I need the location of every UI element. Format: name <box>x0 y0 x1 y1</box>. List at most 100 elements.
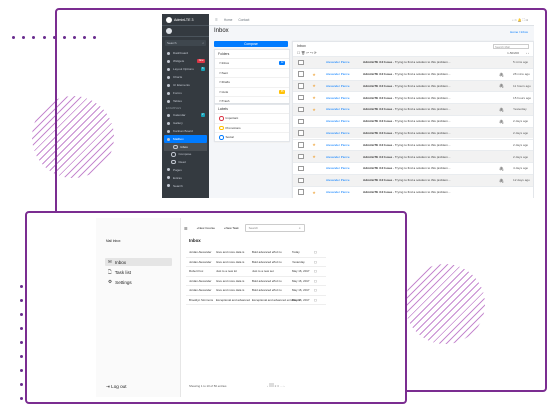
mail-row[interactable]: Alexander Pierce AdminLTE 3.0 Issue - Try… <box>293 126 533 139</box>
sidebar-item-gallery[interactable]: Gallery <box>162 119 209 127</box>
mail-sender[interactable]: Alexander Pierce <box>326 119 350 124</box>
checkbox[interactable] <box>298 153 304 160</box>
star-icon[interactable]: ★ <box>312 154 316 160</box>
sidebar-item-label: Forms <box>173 91 182 95</box>
new-task-button[interactable]: + New Task <box>223 226 239 230</box>
mail-sender[interactable]: Alexander Pierce <box>326 131 350 136</box>
sidebar-item-mailbox[interactable]: Mailbox <box>164 135 207 143</box>
table-row[interactable]: Jordan Alexander Give and more data is Bol… <box>186 258 326 267</box>
folder-inbox[interactable]: ▭ Inbox 12 <box>215 59 289 69</box>
adminlte-brand[interactable]: AdminLTE 3 <box>162 14 209 26</box>
mail-row[interactable]: Alexander Pierce AdminLTE 3.0 Issue - Try… <box>293 56 533 68</box>
mail-row[interactable]: Alexander Pierce AdminLTE 3.0 Issue - Try… <box>293 115 533 127</box>
topnav-home[interactable]: Home <box>223 17 233 22</box>
delete-icon[interactable]: ▢ <box>314 288 317 292</box>
star-icon[interactable]: ★ <box>312 83 316 89</box>
mail-sender[interactable]: Alexander Pierce <box>326 72 350 77</box>
sidebar-item-calendar[interactable]: Calendar 2 <box>162 111 209 119</box>
checkbox[interactable] <box>298 59 304 66</box>
mail-sender[interactable]: Alexander Pierce <box>326 83 350 88</box>
mail-sender[interactable]: Alexander Pierce <box>326 190 350 195</box>
checkbox[interactable] <box>298 189 304 195</box>
checkbox[interactable] <box>298 106 304 113</box>
table-row[interactable]: Jordan Alexander Give and more data is Bol… <box>186 286 326 296</box>
mail-sender[interactable]: Alexander Pierce <box>326 60 350 65</box>
sidebar-item-tables[interactable]: Tables <box>162 97 209 105</box>
mail-row[interactable]: ★ Alexander Pierce AdminLTE 3.0 Issue - Tr… <box>293 103 533 115</box>
checkbox[interactable] <box>298 83 304 89</box>
sidebar-item-widgets[interactable]: Widgets New <box>162 57 209 65</box>
search-mail-input[interactable]: Search Mail <box>493 43 529 49</box>
sidebar-item-ui-elements[interactable]: UI Elements <box>162 81 209 89</box>
folder-drafts[interactable]: ▭ Drafts <box>215 78 289 88</box>
nav-item-task-list[interactable]: 🗋 Task list <box>105 268 172 276</box>
breadcrumb[interactable]: Home / Inbox <box>510 30 528 34</box>
checkbox[interactable] <box>298 71 304 77</box>
mail-row[interactable]: Alexander Pierce AdminLTE 3.0 Issue - Try… <box>293 162 533 174</box>
pagination[interactable]: ‹ 2 3 … › <box>267 383 285 388</box>
sidebar-item-forms[interactable]: Forms <box>162 89 209 97</box>
folder-junk[interactable]: ▭ Junk 65 <box>215 88 289 97</box>
star-icon[interactable]: ★ <box>312 142 316 148</box>
search-input[interactable]: Search ⌕ <box>244 224 305 232</box>
mail-sender[interactable]: Alexander Pierce <box>326 107 350 112</box>
mail-sender[interactable]: Alexander Pierce <box>326 154 350 159</box>
mail-row[interactable]: ★ Alexander Pierce AdminLTE 3.0 Issue - Tr… <box>293 91 533 103</box>
mail-row[interactable]: ★ Alexander Pierce AdminLTE 3.0 Issue - Tr… <box>293 67 533 80</box>
table-row[interactable]: Brooklyn Simmons Exceptional and advanced… <box>186 296 326 305</box>
sidebar-subitem-compose[interactable]: Compose <box>162 151 209 159</box>
pager-arrows[interactable]: ‹ › <box>526 51 529 55</box>
delete-icon[interactable]: ▢ <box>314 250 317 254</box>
sidebar-item-search[interactable]: Search <box>162 182 209 190</box>
checkbox[interactable] <box>298 94 304 101</box>
sidebar-item-layout-options[interactable]: Layout Options 6 <box>162 65 209 73</box>
hamburger-icon[interactable]: ☰ <box>215 17 218 22</box>
nav-item-inbox[interactable]: ✉ Inbox <box>105 258 172 266</box>
sidebar-subitem-inbox[interactable]: Inbox <box>164 143 207 151</box>
sidebar-item-kanban-board[interactable]: Kanban Board <box>162 127 209 135</box>
star-icon[interactable]: ★ <box>312 95 316 101</box>
folder-sent[interactable]: ▭ Sent <box>215 69 289 78</box>
sidebar-item-charts[interactable]: Charts <box>162 73 209 81</box>
checkbox[interactable] <box>298 142 304 148</box>
mail-sender[interactable]: Alexander Pierce <box>326 142 350 147</box>
checkbox[interactable] <box>298 118 304 125</box>
sidebar-subitem-read[interactable]: Read <box>162 158 209 166</box>
delete-icon[interactable]: ▢ <box>314 259 317 264</box>
table-row[interactable]: Robert Fox Just to a new lot Just to a new… <box>186 267 326 277</box>
star-icon[interactable]: ★ <box>312 106 316 112</box>
topnav-contact[interactable]: Contact <box>238 17 250 22</box>
checkbox[interactable] <box>298 165 304 172</box>
checkbox[interactable] <box>298 177 304 184</box>
sidebar-item-dashboard[interactable]: Dashboard <box>162 49 209 57</box>
label-promotions[interactable]: Promotions <box>215 124 289 133</box>
mail-row[interactable]: ★ Alexander Pierce AdminLTE 3.0 Issue - Tr… <box>293 150 533 162</box>
delete-icon[interactable]: ▢ <box>314 269 317 273</box>
delete-icon[interactable]: ▢ <box>314 297 317 302</box>
compose-button[interactable]: Compose <box>214 41 288 47</box>
mail-sender[interactable]: Alexander Pierce <box>326 178 350 183</box>
delete-icon[interactable]: ▢ <box>314 278 317 283</box>
mail-sender[interactable]: Alexander Pierce <box>326 166 350 171</box>
hamburger-icon[interactable]: ☰ <box>184 225 188 231</box>
checkbox[interactable] <box>298 130 304 136</box>
sidebar-search-input[interactable]: Search ⌕ <box>165 40 206 46</box>
mail-sender[interactable]: Alexander Pierce <box>326 95 350 100</box>
user-panel[interactable] <box>162 26 209 37</box>
mail-row[interactable]: ★ Alexander Pierce AdminLTE 3.0 Issue - Tr… <box>293 185 533 198</box>
sidebar-item-pages[interactable]: Pages <box>162 166 209 174</box>
new-course-button[interactable]: + New Course <box>196 226 215 230</box>
sidebar-item-label: Dashboard <box>173 51 189 55</box>
label-important[interactable]: Important <box>215 114 289 124</box>
mail-row[interactable]: ★ Alexander Pierce AdminLTE 3.0 Issue - Tr… <box>293 138 533 151</box>
mail-row[interactable]: ★ Alexander Pierce AdminLTE 3.0 Issue - Tr… <box>293 79 533 92</box>
label-social[interactable]: Social <box>215 133 289 143</box>
logout-button[interactable]: ⇥ Log out <box>106 384 127 389</box>
mail-row[interactable]: Alexander Pierce AdminLTE 3.0 Issue - Try… <box>293 174 533 186</box>
table-row[interactable]: Jordan Alexander Give and more data is Bol… <box>186 277 326 286</box>
table-row[interactable]: Jordan Alexander Give and more data is Bol… <box>186 248 326 258</box>
nav-item-settings[interactable]: ⚙ Settings <box>105 278 172 286</box>
star-icon[interactable]: ★ <box>312 71 316 77</box>
sidebar-item-extras[interactable]: Extras <box>162 174 209 182</box>
star-icon[interactable]: ★ <box>312 189 316 195</box>
